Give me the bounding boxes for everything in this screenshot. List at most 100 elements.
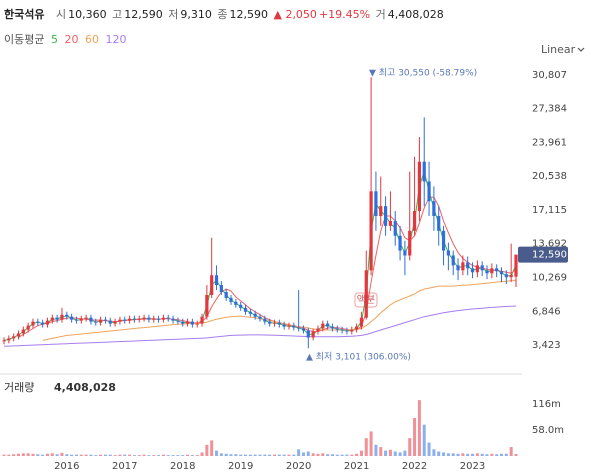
volume-bar — [379, 447, 383, 456]
volume-bar — [485, 454, 489, 456]
candle-body — [311, 331, 315, 338]
candle-body — [412, 211, 417, 231]
volume-bar — [74, 454, 78, 456]
y-tick-label: 30,807 — [532, 70, 567, 81]
volume-bar — [200, 452, 204, 456]
volume-bar — [215, 450, 219, 456]
candle-body — [408, 230, 412, 256]
ma-legend[interactable]: 이동평균 5 20 60 120 — [4, 31, 129, 47]
volume-bar — [132, 455, 136, 456]
volume-bar — [103, 454, 107, 456]
volume-bar — [147, 455, 151, 456]
stock-name: 한국석유 — [4, 8, 45, 21]
candle-body — [31, 321, 35, 326]
volume-bar — [79, 454, 83, 456]
candle-body — [437, 216, 441, 231]
stock-header: 한국석유 시 10,360 고 12,590 저 9,310 종 12,590 ▲ 2,… — [4, 6, 446, 22]
candle-body — [16, 333, 21, 337]
volume-bar — [268, 454, 272, 456]
volume-bar — [398, 452, 402, 456]
candle-body — [335, 328, 339, 330]
candle-body — [200, 316, 204, 324]
scale-toggle[interactable]: Linear — [541, 43, 576, 56]
volume-bar — [186, 454, 190, 456]
x-tick-label: 2023 — [460, 461, 485, 472]
ma-period: 60 — [84, 33, 99, 46]
ma-period: 5 — [50, 33, 58, 46]
candle-body — [292, 325, 296, 328]
stat-value: 12,590 — [124, 8, 163, 21]
volume-bar — [70, 454, 74, 456]
stat-label: 시 — [55, 8, 67, 21]
volume-bar — [442, 452, 446, 456]
volume-bar — [272, 454, 276, 456]
volume-bar — [306, 451, 310, 456]
x-tick-label: 2018 — [170, 461, 195, 472]
candle-body — [263, 318, 267, 322]
volume-bar — [321, 453, 325, 456]
candle-body — [287, 325, 291, 327]
volume-bar — [108, 454, 112, 456]
volume-bar — [128, 454, 132, 456]
candle-body — [369, 191, 373, 271]
candle-body — [306, 330, 310, 338]
candle-body — [485, 270, 489, 274]
volume-tick-label: 116m — [532, 399, 561, 410]
volume-bar — [99, 454, 103, 456]
volume-bar — [229, 454, 233, 456]
volume-bar — [514, 454, 518, 456]
candle-body — [350, 329, 354, 332]
candle-body — [514, 254, 518, 277]
candle-body — [297, 327, 301, 329]
volume-bar — [422, 424, 426, 456]
candle-body — [36, 321, 40, 323]
candle-body — [156, 318, 161, 320]
candle-body — [383, 206, 388, 226]
volume-bar — [161, 454, 165, 456]
candle-body — [65, 314, 69, 317]
candle-body — [181, 321, 185, 324]
volume-bar — [7, 454, 11, 456]
candle-body — [195, 323, 199, 325]
volume-bar — [258, 454, 262, 456]
candle-body — [132, 318, 137, 320]
volume-bar — [219, 453, 223, 456]
volume-bar — [12, 454, 16, 456]
candle-body — [480, 265, 484, 271]
volume-bar — [287, 454, 291, 456]
ma-line — [3, 305, 517, 347]
candle-body — [166, 317, 170, 319]
volume-bar — [244, 454, 248, 456]
volume-bar — [248, 454, 252, 456]
candle-body — [258, 316, 262, 319]
volume-bar — [113, 455, 117, 456]
volume-bar — [374, 444, 378, 456]
stat-label: 거 — [375, 8, 386, 21]
volume-bar — [509, 447, 513, 456]
candle-body — [282, 324, 286, 327]
candle-body — [123, 319, 127, 321]
candle-body — [60, 314, 64, 320]
candle-body — [26, 325, 30, 330]
candle-body — [176, 320, 180, 322]
candle-body — [214, 275, 219, 286]
volume-bar — [388, 449, 392, 456]
candle-body — [268, 321, 272, 324]
volume-bar — [118, 454, 122, 456]
candle-body — [50, 317, 54, 321]
candle-body — [403, 250, 407, 256]
volume-bar — [500, 453, 504, 456]
volume-bar — [45, 453, 49, 456]
volume-bar — [50, 453, 54, 456]
volume-bar — [224, 453, 228, 456]
ma-line — [42, 279, 517, 341]
ma-title: 이동평균 — [4, 33, 45, 46]
candle-body — [248, 311, 252, 314]
candle-body — [475, 265, 479, 273]
candle-body — [171, 318, 175, 321]
volume-bar — [60, 452, 64, 456]
volume-bar — [210, 440, 214, 456]
current-price-badge — [518, 246, 568, 263]
volume-bar — [335, 454, 339, 456]
candle-body — [205, 294, 209, 317]
